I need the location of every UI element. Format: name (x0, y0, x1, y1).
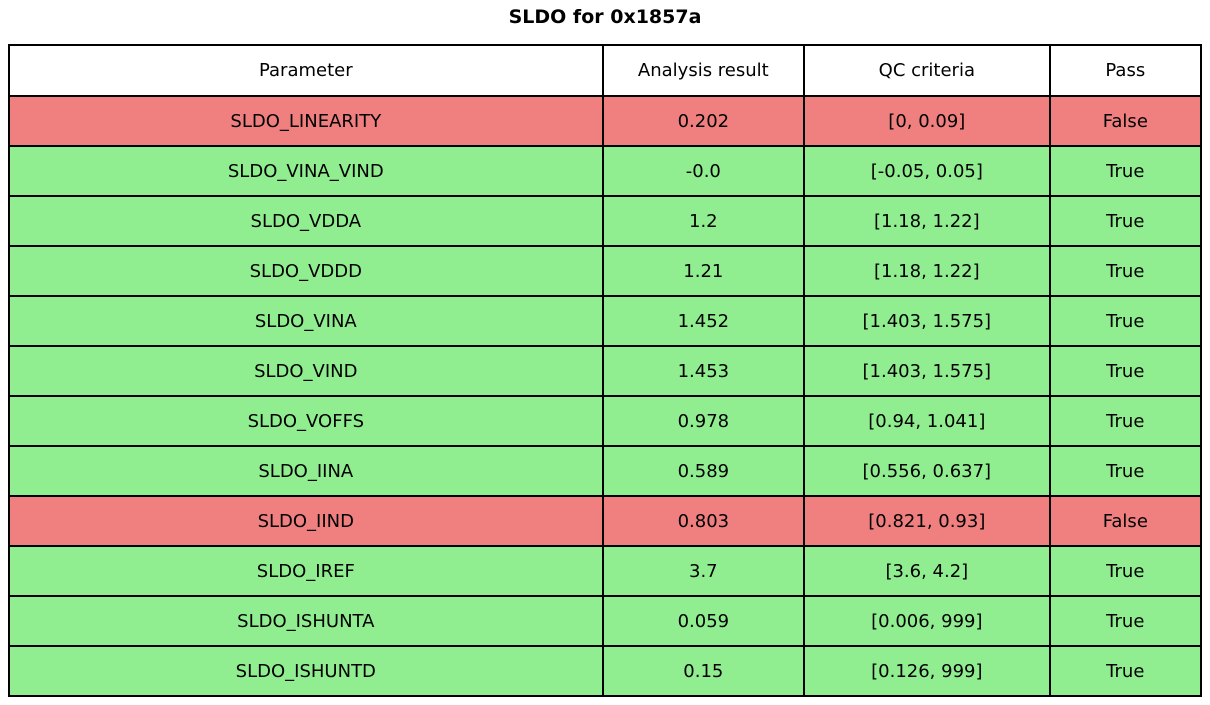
pass-cell: True (1048, 145, 1203, 197)
criteria-cell: [0.821, 0.93] (803, 495, 1051, 547)
column-header-pass: Pass (1048, 44, 1203, 97)
pass-cell: True (1048, 245, 1203, 297)
criteria-cell: [1.403, 1.575] (803, 295, 1051, 347)
table-row: SLDO_VDDD 1.21 [1.18, 1.22] True (8, 245, 1203, 297)
result-cell: 1.453 (601, 345, 806, 397)
pass-cell: True (1048, 545, 1203, 597)
result-cell: 3.7 (601, 545, 806, 597)
table-row: SLDO_VINA 1.452 [1.403, 1.575] True (8, 295, 1203, 347)
table-row: SLDO_VINA_VIND -0.0 [-0.05, 0.05] True (8, 145, 1203, 197)
table-row: SLDO_IINA 0.589 [0.556, 0.637] True (8, 445, 1203, 497)
parameter-cell: SLDO_VIND (8, 345, 604, 397)
criteria-cell: [1.18, 1.22] (803, 195, 1051, 247)
table-row: SLDO_IREF 3.7 [3.6, 4.2] True (8, 545, 1203, 597)
table-row: SLDO_VOFFS 0.978 [0.94, 1.041] True (8, 395, 1203, 447)
pass-cell: True (1048, 595, 1203, 647)
pass-cell: True (1048, 345, 1203, 397)
column-header-analysis-result: Analysis result (601, 44, 806, 97)
pass-cell: True (1048, 195, 1203, 247)
criteria-cell: [3.6, 4.2] (803, 545, 1051, 597)
result-cell: 1.452 (601, 295, 806, 347)
parameter-cell: SLDO_VDDA (8, 195, 604, 247)
criteria-cell: [0.94, 1.041] (803, 395, 1051, 447)
parameter-cell: SLDO_LINEARITY (8, 95, 604, 147)
criteria-cell: [1.403, 1.575] (803, 345, 1051, 397)
result-cell: 1.2 (601, 195, 806, 247)
result-cell: 0.059 (601, 595, 806, 647)
parameter-cell: SLDO_ISHUNTD (8, 645, 604, 697)
criteria-cell: [0, 0.09] (803, 95, 1051, 147)
result-cell: 0.202 (601, 95, 806, 147)
result-cell: 0.978 (601, 395, 806, 447)
parameter-cell: SLDO_VDDD (8, 245, 604, 297)
result-cell: 0.803 (601, 495, 806, 547)
table-row: SLDO_ISHUNTA 0.059 [0.006, 999] True (8, 595, 1203, 647)
table-header-row: Parameter Analysis result QC criteria Pa… (8, 44, 1203, 97)
parameter-cell: SLDO_IIND (8, 495, 604, 547)
pass-cell: True (1048, 295, 1203, 347)
pass-cell: True (1048, 645, 1203, 697)
table-row: SLDO_IIND 0.803 [0.821, 0.93] False (8, 495, 1203, 547)
qc-results-table: Parameter Analysis result QC criteria Pa… (8, 44, 1203, 697)
parameter-cell: SLDO_VOFFS (8, 395, 604, 447)
table-row: SLDO_VDDA 1.2 [1.18, 1.22] True (8, 195, 1203, 247)
page-title: SLDO for 0x1857a (508, 6, 702, 28)
table-row: SLDO_ISHUNTD 0.15 [0.126, 999] True (8, 645, 1203, 697)
criteria-cell: [0.556, 0.637] (803, 445, 1051, 497)
criteria-cell: [0.126, 999] (803, 645, 1051, 697)
parameter-cell: SLDO_VINA (8, 295, 604, 347)
result-cell: 0.15 (601, 645, 806, 697)
result-cell: 0.589 (601, 445, 806, 497)
pass-cell: True (1048, 445, 1203, 497)
parameter-cell: SLDO_ISHUNTA (8, 595, 604, 647)
parameter-cell: SLDO_IINA (8, 445, 604, 497)
parameter-cell: SLDO_IREF (8, 545, 604, 597)
table-body: SLDO_LINEARITY 0.202 [0, 0.09] False SLD… (8, 95, 1203, 697)
column-header-parameter: Parameter (8, 44, 604, 97)
result-cell: 1.21 (601, 245, 806, 297)
criteria-cell: [1.18, 1.22] (803, 245, 1051, 297)
pass-cell: False (1048, 95, 1203, 147)
column-header-qc-criteria: QC criteria (803, 44, 1051, 97)
table-row: SLDO_LINEARITY 0.202 [0, 0.09] False (8, 95, 1203, 147)
table-row: SLDO_VIND 1.453 [1.403, 1.575] True (8, 345, 1203, 397)
result-cell: -0.0 (601, 145, 806, 197)
pass-cell: False (1048, 495, 1203, 547)
criteria-cell: [0.006, 999] (803, 595, 1051, 647)
pass-cell: True (1048, 395, 1203, 447)
parameter-cell: SLDO_VINA_VIND (8, 145, 604, 197)
criteria-cell: [-0.05, 0.05] (803, 145, 1051, 197)
